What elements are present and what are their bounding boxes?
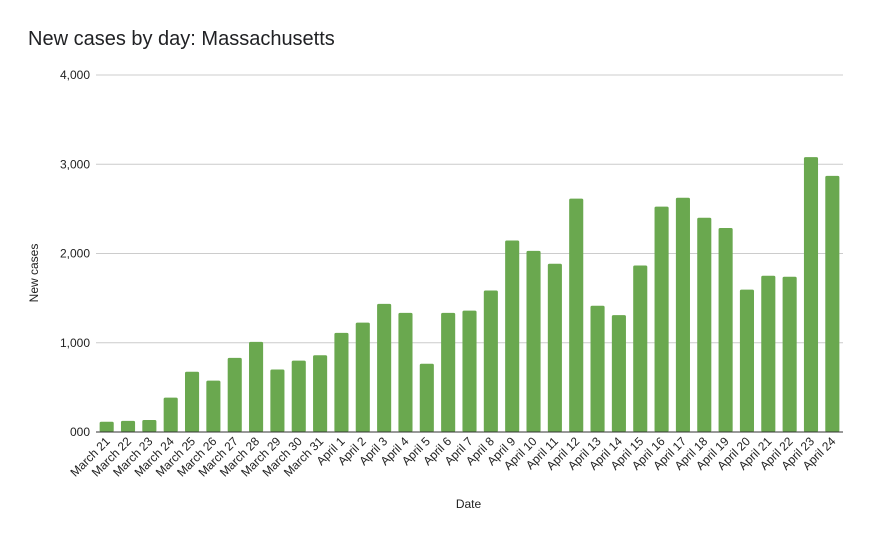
y-tick-label: 000 <box>70 425 90 439</box>
bar <box>163 397 178 432</box>
bar <box>782 276 797 432</box>
y-tick-label: 4,000 <box>60 68 90 82</box>
bar <box>526 250 541 432</box>
bar <box>825 175 840 432</box>
y-tick-label: 3,000 <box>60 157 90 171</box>
y-tick-label: 1,000 <box>60 336 90 350</box>
bar <box>398 312 413 432</box>
bar <box>569 198 584 432</box>
bar <box>185 371 200 432</box>
bar <box>249 341 264 432</box>
bar <box>697 217 712 432</box>
bar <box>99 421 114 432</box>
bar <box>334 332 349 432</box>
bar <box>419 363 434 432</box>
bar <box>355 322 370 432</box>
bar <box>142 419 157 432</box>
bar <box>803 157 819 433</box>
bar <box>441 312 456 432</box>
bar <box>739 289 754 432</box>
x-axis-title: Date <box>456 497 482 511</box>
bar <box>377 303 392 432</box>
bar <box>718 228 733 432</box>
bar <box>120 420 136 432</box>
bar <box>483 290 498 432</box>
bar <box>270 369 285 432</box>
bar <box>291 360 306 432</box>
bars <box>99 157 840 433</box>
bar <box>675 197 690 432</box>
bar <box>547 263 562 432</box>
chart-title: New cases by day: Massachusetts <box>28 28 335 50</box>
bar <box>633 265 648 432</box>
y-axis-ticks: 000 1,000 2,000 3,000 4,000 <box>60 68 90 439</box>
bar <box>313 355 328 432</box>
bar <box>206 380 221 432</box>
bar <box>761 275 776 432</box>
bar <box>654 206 669 432</box>
bar <box>505 240 520 432</box>
bar <box>590 305 605 432</box>
bar <box>227 357 242 432</box>
bar <box>611 315 626 432</box>
bar <box>462 310 477 432</box>
y-tick-label: 2,000 <box>60 247 90 261</box>
y-axis-title: New cases <box>27 244 41 303</box>
